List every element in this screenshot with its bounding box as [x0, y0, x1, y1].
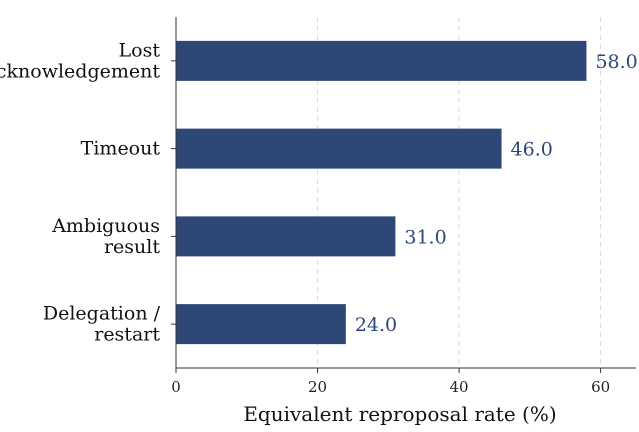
category-label: Ambiguous result — [51, 215, 160, 258]
value-label: 31.0 — [404, 226, 446, 248]
category-label: Lost acknowledgement — [0, 39, 160, 82]
bar — [176, 40, 587, 81]
bars — [176, 40, 587, 345]
axes — [171, 17, 636, 369]
value-label: 24.0 — [355, 314, 397, 336]
x-axis-title: Equivalent reproposal rate (%) — [243, 402, 556, 426]
bar — [176, 216, 396, 257]
bar — [176, 304, 346, 345]
value-label: 58.0 — [595, 51, 637, 73]
category-labels: Lost acknowledgement Timeout Ambiguous resul… — [0, 39, 161, 345]
value-label: 46.0 — [511, 139, 553, 161]
x-tick-label: 20 — [308, 378, 327, 396]
category-label: Delegation / restart — [43, 303, 161, 346]
x-tick-label: 0 — [171, 378, 181, 396]
x-tick-label: 60 — [591, 378, 610, 396]
x-tick-label: 40 — [450, 378, 469, 396]
value-labels: 58.0 46.0 31.0 24.0 — [355, 51, 638, 336]
category-label: Timeout — [81, 138, 161, 160]
bar — [176, 128, 502, 169]
x-ticks: 0 20 40 60 — [171, 368, 610, 396]
